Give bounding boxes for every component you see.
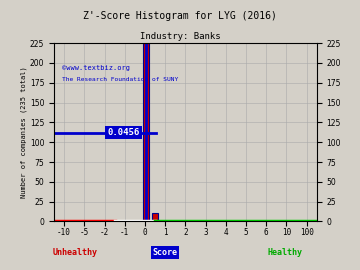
Text: ©www.textbiz.org: ©www.textbiz.org [62,65,130,70]
Text: Unhealthy: Unhealthy [53,248,98,257]
Text: Score: Score [153,248,178,257]
Text: Z'-Score Histogram for LYG (2016): Z'-Score Histogram for LYG (2016) [83,11,277,21]
Text: 0.0456: 0.0456 [108,128,140,137]
Bar [152,214,158,221]
Text: The Research Foundation of SUNY: The Research Foundation of SUNY [62,77,178,82]
Y-axis label: Number of companies (235 total): Number of companies (235 total) [21,66,27,198]
Bar [143,43,149,221]
Text: Healthy: Healthy [268,248,303,257]
Text: Industry: Banks: Industry: Banks [140,32,220,41]
